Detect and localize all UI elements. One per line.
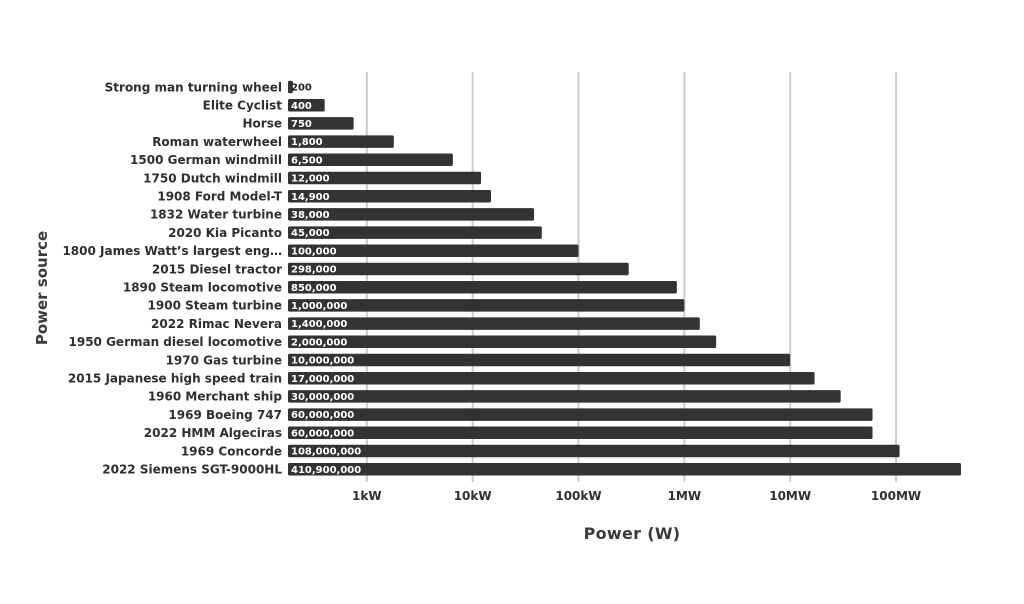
bar — [288, 98, 325, 112]
bar — [288, 335, 717, 349]
value-label: 6,500 — [291, 155, 323, 166]
value-label: 100,000 — [291, 246, 337, 257]
bar — [288, 171, 482, 185]
category-label: 2022 Rimac Nevera — [151, 317, 282, 331]
category-label: 2022 HMM Algeciras — [144, 426, 282, 440]
category-label: 1750 Dutch windmill — [143, 171, 282, 185]
bar — [288, 390, 841, 403]
category-label: 1969 Concorde — [181, 444, 282, 458]
category-label: 2015 Diesel tractor — [152, 262, 282, 276]
bar — [288, 262, 629, 276]
bar — [288, 153, 453, 167]
x-tick-label: 1kW — [352, 489, 382, 503]
bar — [288, 280, 677, 294]
category-label: Horse — [243, 117, 283, 131]
bar — [288, 80, 293, 94]
category-label: 2015 Japanese high speed train — [68, 372, 282, 386]
bar — [288, 208, 535, 221]
value-label: 850,000 — [291, 283, 337, 294]
x-tick-label: 100MW — [871, 489, 921, 503]
category-label: 1890 Steam locomotive — [123, 281, 282, 295]
x-tick-label: 1MW — [668, 489, 702, 503]
category-label: 1908 Ford Model-T — [157, 190, 282, 204]
value-label: 2,000,000 — [291, 337, 347, 348]
bars — [288, 80, 961, 476]
category-label: Strong man turning wheel — [105, 80, 282, 94]
value-label: 10,000,000 — [291, 356, 354, 367]
category-label: 1900 Steam turbine — [148, 299, 282, 313]
bar — [288, 426, 873, 440]
category-label: 1832 Water turbine — [150, 208, 282, 222]
category-label: Roman waterwheel — [152, 135, 282, 149]
value-label: 30,000,000 — [291, 392, 354, 403]
value-label: 38,000 — [291, 210, 330, 221]
bar — [288, 462, 961, 476]
value-label: 12,000 — [291, 174, 330, 185]
bar — [288, 117, 354, 130]
category-label: 2022 Siemens SGT-9000HL — [102, 463, 282, 477]
bar — [288, 408, 873, 421]
x-tick-label: 10MW — [769, 489, 811, 503]
bar — [288, 244, 579, 258]
value-label: 750 — [291, 119, 312, 130]
bar — [288, 317, 700, 330]
category-label: 1800 James Watt’s largest eng… — [62, 244, 282, 258]
value-label: 200 — [291, 83, 312, 94]
value-label: 45,000 — [291, 228, 330, 239]
value-label: 1,400,000 — [291, 319, 347, 330]
value-label: 108,000,000 — [291, 447, 361, 458]
x-tick-label: 10kW — [454, 489, 492, 503]
value-label: 1,800 — [291, 137, 323, 148]
value-label: 60,000,000 — [291, 410, 354, 421]
value-label: 400 — [291, 101, 312, 112]
bar — [288, 444, 900, 458]
category-label: 1960 Merchant ship — [148, 390, 283, 404]
category-labels: Strong man turning wheel Elite Cyclist Hor… — [62, 80, 282, 476]
value-label: 60,000,000 — [291, 428, 354, 439]
value-label: 410,900,000 — [291, 465, 361, 476]
bar — [288, 189, 491, 203]
category-label: 1970 Gas turbine — [166, 353, 282, 367]
bar — [288, 299, 685, 312]
value-label: 1,000,000 — [291, 301, 347, 312]
bar — [288, 226, 542, 239]
y-axis-title: Power source — [33, 230, 51, 346]
x-tick-label: 100kW — [555, 489, 601, 503]
bar — [288, 353, 791, 367]
bar — [288, 371, 815, 385]
x-axis-title: Power (W) — [583, 524, 681, 543]
category-label: 1950 German diesel locomotive — [69, 335, 283, 349]
value-label: 14,900 — [291, 192, 330, 203]
category-label: 1969 Boeing 747 — [168, 408, 282, 422]
value-label: 298,000 — [291, 265, 337, 276]
bar — [288, 135, 394, 148]
value-label: 17,000,000 — [291, 374, 354, 385]
x-tick-labels: 1kW 10kW 100kW 1MW 10MW 100MW — [352, 489, 921, 503]
category-label: 2020 Kia Picanto — [168, 226, 282, 240]
category-label: 1500 German windmill — [130, 153, 282, 167]
value-labels: 200 400 750 1,800 6,500 12,000 14,900 38,000 45,… — [291, 83, 361, 476]
category-label: Elite Cyclist — [203, 99, 283, 113]
